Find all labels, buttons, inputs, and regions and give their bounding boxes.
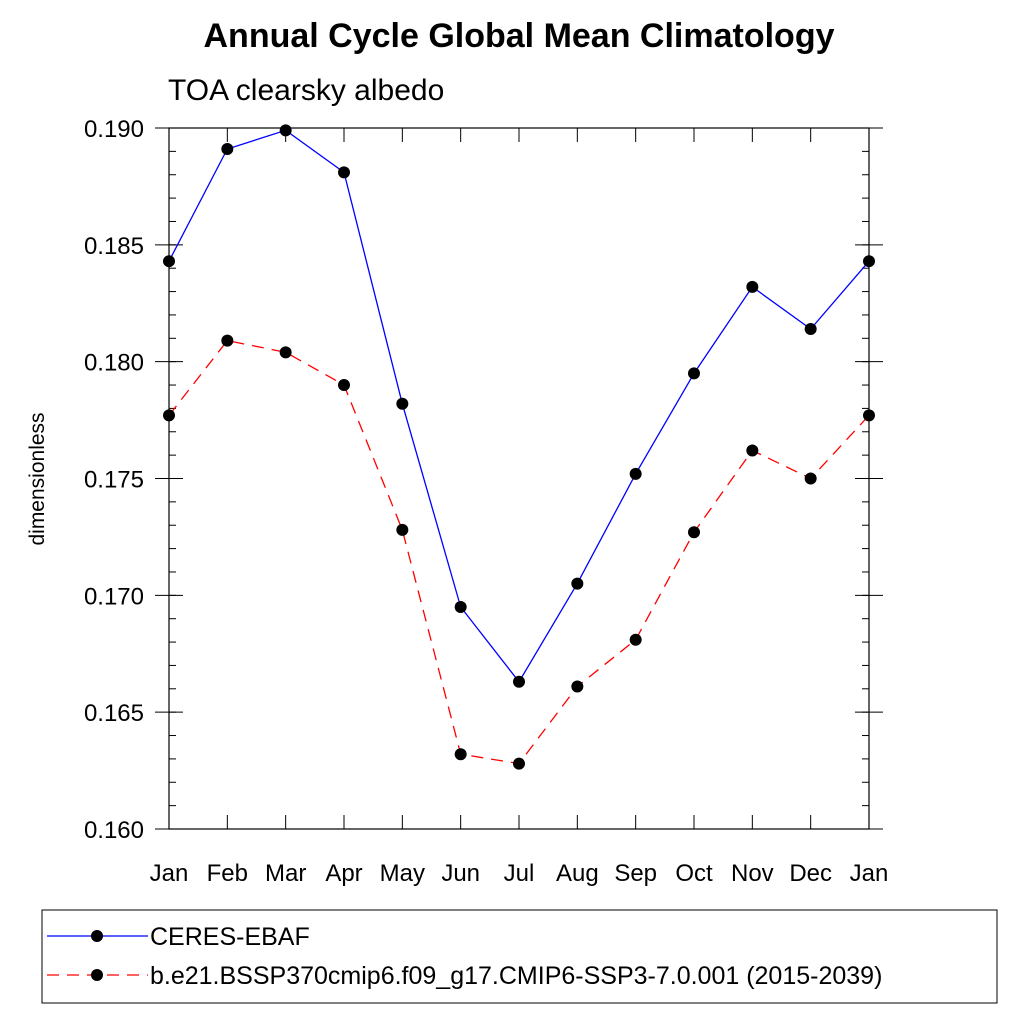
series-0-point — [338, 166, 350, 179]
series-1-point — [338, 379, 350, 392]
series-1-point — [279, 346, 292, 359]
series-0-point — [454, 601, 467, 614]
y-tick-label: 0.170 — [84, 583, 144, 610]
x-tick-label: Nov — [731, 860, 774, 887]
series-0-point — [629, 467, 642, 480]
x-tick-label: Jun — [441, 860, 480, 887]
y-tick-label: 0.180 — [84, 350, 144, 377]
series-0-point — [688, 367, 700, 380]
x-tick-label: Aug — [556, 860, 599, 887]
series-0-point — [221, 143, 234, 156]
x-tick-label: May — [380, 860, 425, 887]
plot-axes: Jan Feb Mar Apr May Jun Jul Aug Sep Oct Nov Dec Jan0… — [84, 116, 888, 887]
series-1-point — [571, 680, 584, 693]
series-1-point — [221, 334, 234, 347]
series-1-point — [688, 526, 700, 539]
x-tick-label: Mar — [265, 860, 306, 887]
legend-entry-ceres: CERES-EBAF — [47, 923, 310, 951]
series-0-point — [396, 397, 409, 410]
y-tick-label: 0.175 — [84, 467, 144, 494]
legend-label-model: b.e21.BSSP370cmip6.f09_g17.CMIP6-SSP3-7.… — [150, 962, 882, 990]
series-0-point — [804, 322, 817, 335]
series-1-point — [163, 409, 175, 422]
series-line-0 — [168, 129, 870, 683]
series-1-point — [863, 409, 875, 422]
legend-marker-model — [91, 969, 103, 981]
chart-title: Annual Cycle Global Mean Climatology — [204, 17, 835, 55]
series-0-point — [163, 255, 175, 268]
x-tick-label: Apr — [325, 860, 362, 887]
chart-subtitle: TOA clearsky albedo — [168, 74, 444, 107]
y-tick-label: 0.160 — [84, 817, 144, 844]
y-axis-label: dimensionless — [26, 412, 49, 545]
x-tick-label: Oct — [675, 860, 713, 887]
y-tick-label: 0.165 — [84, 700, 144, 727]
series-line-1 — [168, 339, 870, 765]
series-1-point — [396, 523, 409, 536]
x-tick-label: Feb — [207, 860, 248, 887]
x-tick-label: Jan — [850, 860, 889, 887]
series-1-point — [513, 757, 525, 770]
legend-label-ceres: CERES-EBAF — [150, 923, 310, 951]
series-0-point — [513, 675, 525, 688]
series-0-point — [571, 577, 584, 590]
series-1-point — [804, 472, 817, 485]
y-tick-label: 0.190 — [84, 116, 144, 143]
series-1-point — [454, 748, 467, 761]
series-0-point — [746, 280, 759, 293]
x-tick-label: Jul — [504, 860, 535, 887]
plot-frame — [168, 127, 870, 830]
series-0-point — [863, 255, 875, 268]
legend-entry-model: b.e21.BSSP370cmip6.f09_g17.CMIP6-SSP3-7.… — [47, 962, 882, 990]
x-tick-label: Jan — [150, 860, 189, 887]
legend-box — [41, 909, 998, 1004]
series-0-point — [279, 124, 292, 137]
series-layer — [163, 124, 875, 770]
legend-marker-ceres — [91, 930, 103, 942]
legend: CERES-EBAF b.e21.BSSP370cmip6.f09_g17.CM… — [41, 909, 998, 1004]
series-1-point — [746, 444, 759, 457]
y-tick-label: 0.185 — [84, 233, 144, 260]
x-tick-label: Dec — [789, 860, 832, 887]
x-tick-label: Sep — [614, 860, 657, 887]
series-1-point — [629, 633, 642, 646]
